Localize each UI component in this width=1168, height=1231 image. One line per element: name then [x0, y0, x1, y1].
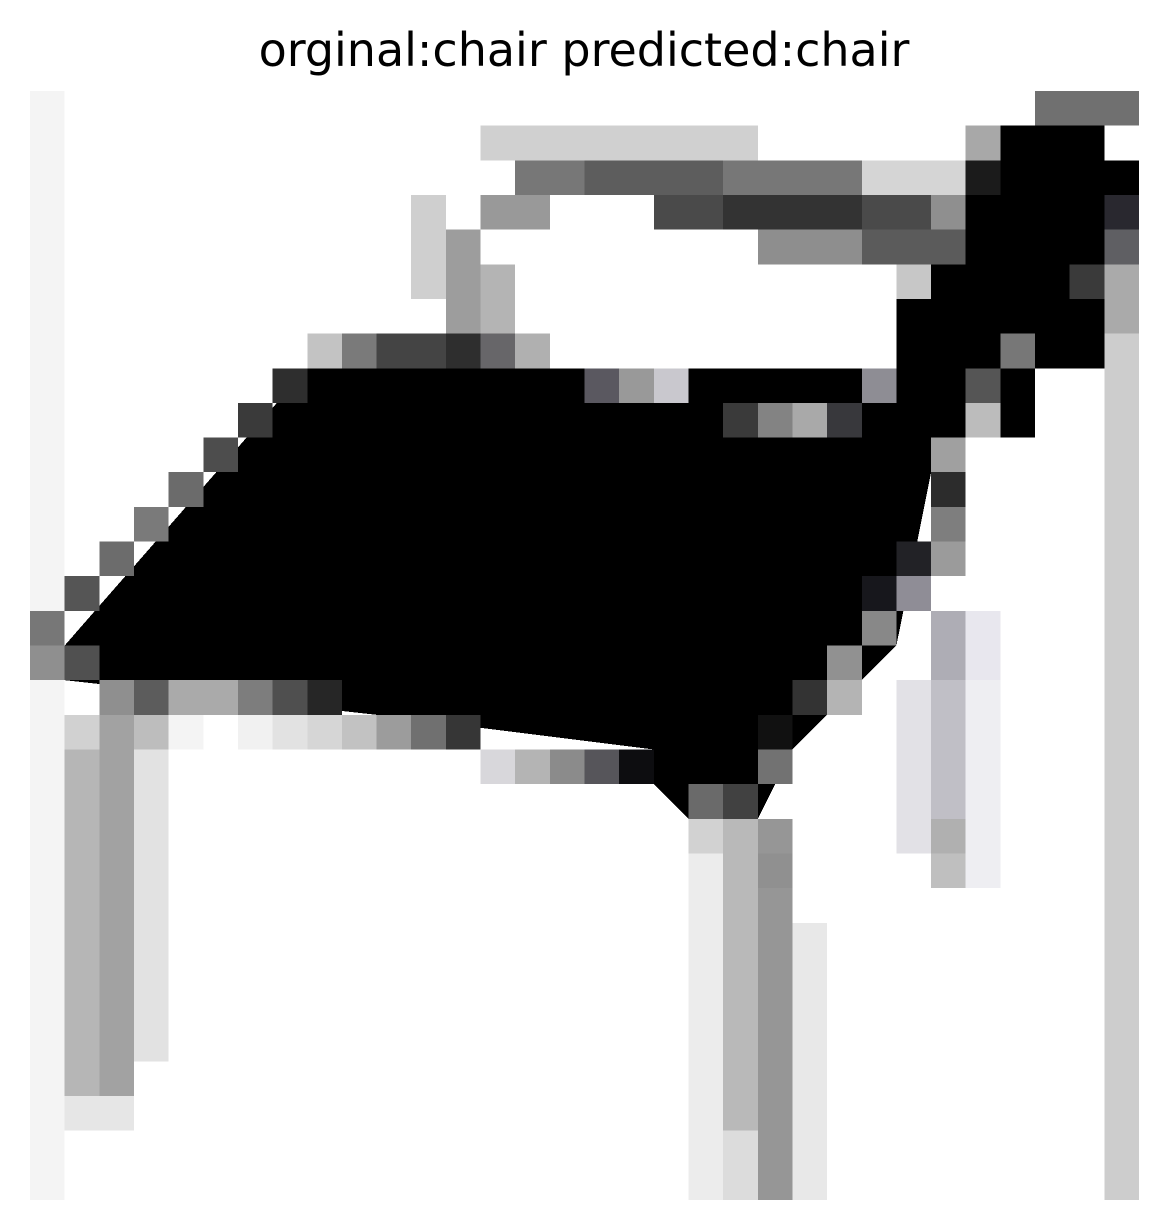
seat-underside [99, 680, 654, 785]
chair-legs [64, 610, 1001, 1200]
chair-back-rails [411, 125, 1001, 369]
chair-seat [30, 333, 966, 819]
pixel-sketch-svg [30, 91, 1139, 1200]
figure-title: orginal:chair predicted:chair [258, 23, 910, 77]
chair-top-post [896, 91, 1139, 438]
right-gray-column [1104, 333, 1139, 1200]
chair-sketch-image [30, 91, 1139, 1200]
